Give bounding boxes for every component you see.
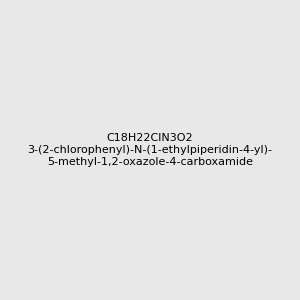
Text: C18H22ClN3O2
3-(2-chlorophenyl)-N-(1-ethylpiperidin-4-yl)-
5-methyl-1,2-oxazole-: C18H22ClN3O2 3-(2-chlorophenyl)-N-(1-eth…: [28, 134, 272, 166]
